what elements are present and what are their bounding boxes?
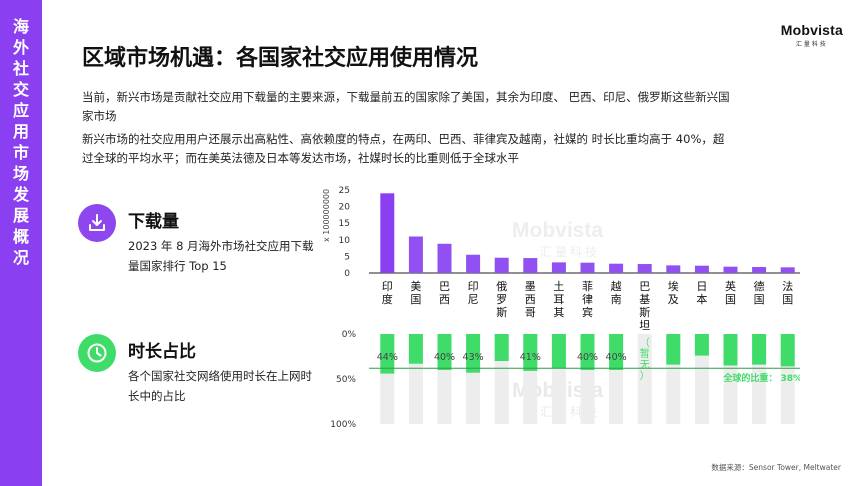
download-bar — [780, 267, 795, 273]
time-share-bar — [694, 334, 709, 356]
y-tick-label: 100% — [330, 420, 356, 430]
time-share-data-label: （暂无） — [640, 337, 650, 382]
time-share-bar — [580, 334, 595, 370]
average-label: 全球的比重： 38% — [722, 372, 800, 384]
y-tick-label: 0 — [344, 269, 350, 279]
category-label: 日本 — [696, 280, 707, 306]
clock-icon — [78, 334, 116, 372]
time-share-bar — [551, 334, 566, 369]
download-icon — [78, 204, 116, 242]
category-label: 墨西哥 — [525, 280, 536, 319]
time-share-bar — [723, 334, 738, 366]
category-label: 法国 — [782, 279, 793, 306]
time-section-desc: 各个国家社交网络使用时长在上网时长中的占比 — [128, 369, 312, 403]
y-tick-label: 0% — [342, 330, 357, 340]
time-share-track — [637, 334, 652, 424]
time-share-bar — [752, 334, 767, 365]
time-share-bar — [609, 334, 624, 370]
download-section-title: 下载量 — [128, 212, 179, 232]
time-section-title: 时长占比 — [128, 342, 196, 362]
time-share-bar — [780, 334, 795, 367]
download-bar — [694, 265, 709, 273]
time-share-bar — [437, 334, 452, 370]
time-share-track — [694, 334, 709, 424]
download-bar — [408, 236, 423, 273]
intro-paragraph-2: 新兴市场的社交应用用户还展示出高粘性、高依赖度的特点，在两印、巴西、菲律宾及越南… — [82, 132, 725, 165]
logo-sub-text: 汇量科技 — [795, 41, 828, 48]
page-title: 区域市场机遇：各国家社交应用使用情况 — [82, 46, 479, 71]
category-label: 德国 — [754, 279, 765, 306]
time-share-bar — [466, 334, 481, 373]
download-bar — [609, 263, 624, 273]
category-label: 菲律宾 — [582, 280, 593, 319]
download-section-desc: 2023 年 8 月海外市场社交应用下载量国家排行 Top 15 — [128, 239, 314, 273]
category-label: 美国 — [410, 280, 421, 306]
download-bar — [752, 267, 767, 273]
intro-paragraph-1: 当前，新兴市场是贡献社交应用下载量的主要来源，下载量前五的国家除了美国，其余为印… — [82, 90, 730, 123]
category-label: 越南 — [611, 279, 622, 306]
time-share-data-label: 43% — [463, 352, 484, 363]
y-tick-label: 20 — [339, 203, 351, 213]
category-label: 土耳其 — [553, 280, 564, 319]
watermark-top-sub: 汇量科技 — [540, 245, 600, 259]
category-label: 英国 — [725, 279, 736, 306]
logo-main-text: Mobvista — [780, 22, 843, 38]
y-axis-label: x 100000000 — [322, 189, 331, 242]
time-share-bar — [408, 334, 423, 364]
download-bar — [437, 243, 452, 273]
time-share-data-label: 44% — [377, 352, 398, 363]
y-tick-label: 50% — [336, 375, 356, 385]
time-share-bar — [523, 334, 538, 371]
y-tick-label: 10 — [339, 236, 351, 246]
downloads-chart: 0 5 10 15 20 25 x 100000000 — [322, 186, 800, 279]
time-share-data-label: 41% — [520, 352, 541, 363]
sidebar-title: 海外社交应用市场发展概况 — [12, 17, 29, 267]
category-label: 印尼 — [468, 280, 479, 306]
category-label: 俄罗斯 — [496, 280, 507, 319]
time-share-data-label: 40% — [434, 352, 455, 363]
y-tick-label: 15 — [339, 219, 350, 229]
time-share-bar — [666, 334, 681, 365]
download-bar — [523, 258, 538, 273]
data-source: 数据来源：Sensor Tower, Meltwater — [711, 463, 841, 472]
country-charts: Mobvista 汇量科技 Mobvista 汇量科技 0510152025x … — [322, 186, 800, 430]
category-label: 巴西 — [439, 280, 450, 306]
y-tick-label: 5 — [344, 252, 350, 262]
time-share-data-label: 40% — [577, 352, 598, 363]
download-bar — [380, 193, 395, 273]
download-bar — [551, 262, 566, 273]
y-tick-label: 25 — [339, 186, 350, 196]
download-bar — [466, 254, 481, 273]
sidebar: 海外社交应用市场发展概况 — [0, 0, 42, 486]
category-label: 巴基斯坦 — [639, 280, 650, 332]
download-bar — [494, 257, 509, 273]
time-share-chart: 0% 50% 100% 44% 40% 43% 41% 40% 40% （暂无） 全球的比重： 38… — [330, 330, 800, 430]
time-share-bar — [380, 334, 395, 374]
download-bar — [723, 266, 738, 273]
download-bar — [637, 264, 652, 273]
category-label: 印度 — [382, 280, 393, 306]
watermark-top-main: Mobvista — [512, 219, 603, 242]
brand-logo: Mobvista 汇量科技 — [781, 22, 843, 48]
download-bar — [580, 262, 595, 273]
download-bar — [666, 265, 681, 273]
time-share-data-label: 40% — [606, 352, 627, 363]
time-share-bar — [494, 334, 509, 361]
category-label: 埃及 — [668, 279, 679, 306]
